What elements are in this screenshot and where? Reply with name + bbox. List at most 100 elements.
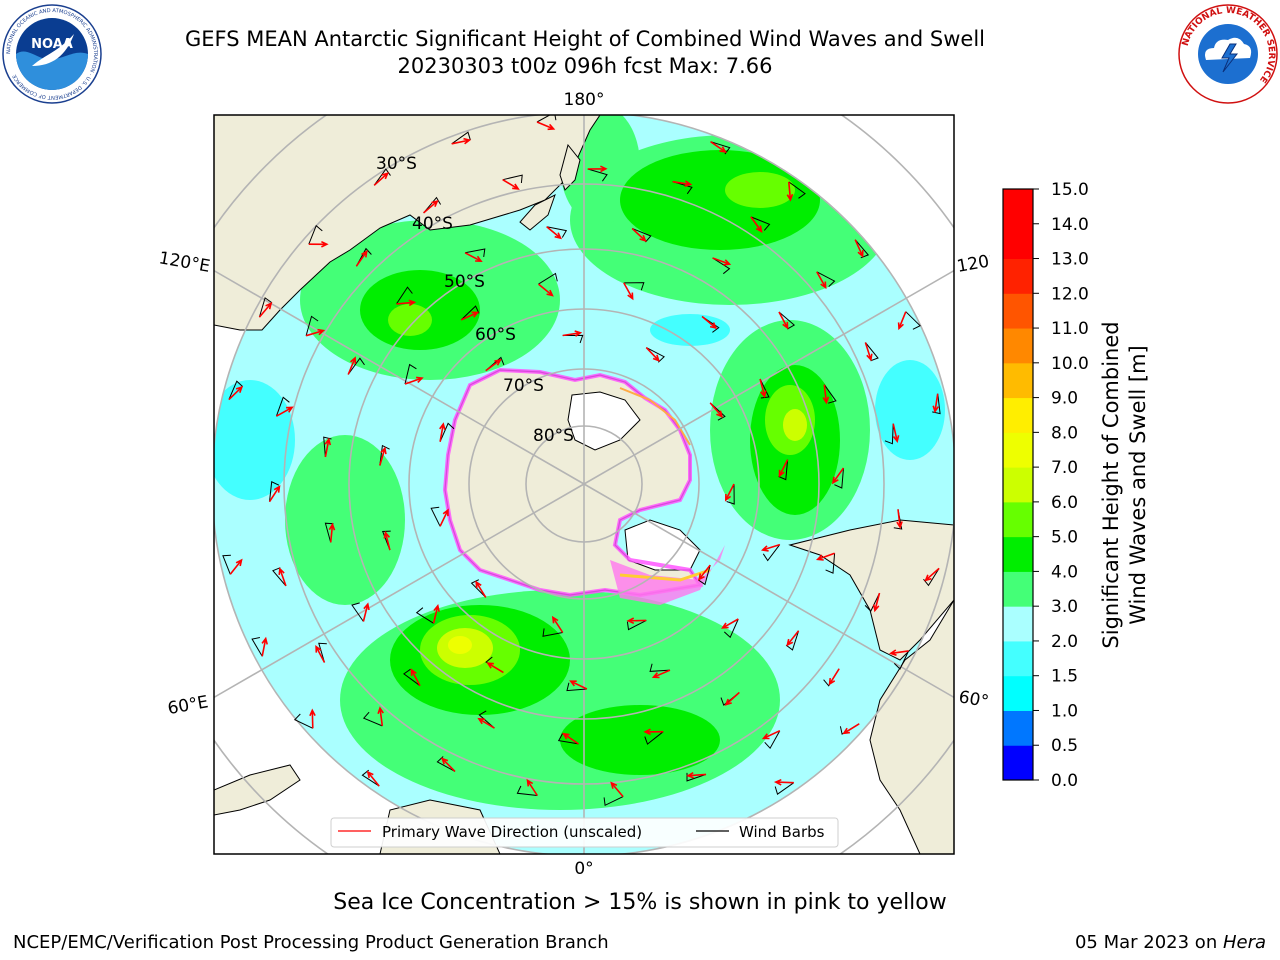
lat-label-60s: 60°S (475, 325, 516, 345)
lon-label-180: 180° (564, 90, 605, 110)
wave-arrow (773, 778, 794, 786)
colorbar-label-line2: Wind Waves and Swell [m] (1126, 345, 1150, 625)
wind-barb (893, 650, 910, 670)
colorbar-tick-label: 0.5 (1051, 736, 1078, 756)
graticule (214, 115, 954, 854)
wave-arrow (750, 216, 763, 234)
wave-arrow (373, 172, 389, 186)
wave-arrow (815, 552, 835, 561)
colorbar-tick-label: 4.0 (1051, 562, 1078, 582)
chart-subtitle: 20230303 t00z 096h fcst Max: 7.66 (397, 54, 773, 78)
wind-barb (538, 272, 558, 285)
colorbar-block (1003, 606, 1033, 642)
colorbar: 0.0 0.5 1.0 1.5 2.0 3.0 4.0 5.0 6.0 7.0 8.0 9.0 10.0… (1002, 180, 1150, 790)
colorbar-block (1003, 293, 1033, 329)
wind-barb (603, 796, 624, 807)
wind-barb (470, 579, 487, 598)
wave-arrow (324, 437, 332, 458)
colorbar-block (1003, 362, 1033, 399)
wind-barb (308, 224, 323, 245)
wave-arrow (229, 558, 243, 575)
wind-barb (623, 282, 645, 291)
wave-arrow (778, 459, 789, 478)
wind-barb (788, 181, 806, 199)
wind-barb (516, 785, 538, 796)
wind-barb (502, 174, 523, 184)
wind-barb (587, 168, 608, 182)
lat-label-30s: 30°S (376, 154, 417, 174)
wave-arrow (569, 680, 588, 690)
wind-barb (430, 506, 441, 527)
colorbar-tick-label: 7.0 (1051, 458, 1078, 478)
wave-arrow (626, 617, 647, 625)
lat-label-50s: 50°S (444, 272, 485, 292)
wind-barb (415, 607, 434, 624)
wave-arrow (377, 706, 384, 727)
wave-arrow (396, 299, 417, 307)
colorbar-block (1003, 640, 1033, 677)
wave-arrow (842, 723, 860, 735)
wave-arrow (502, 179, 520, 190)
wind-barb (905, 311, 921, 330)
wave-arrow (526, 778, 538, 796)
wave-arrow (355, 249, 368, 267)
wave-arrow (441, 757, 456, 772)
wind-barb (710, 141, 731, 155)
wave-arrow (709, 402, 724, 418)
wave-arrow (228, 385, 244, 401)
wind-barb (269, 481, 280, 502)
wave-arrow (460, 311, 480, 321)
wave-arrow (315, 644, 326, 663)
wave-direction-arrows (222, 115, 941, 807)
wave-arrow (562, 330, 583, 337)
wind-barb (823, 384, 837, 404)
wind-barb (672, 181, 693, 195)
wind-barb (362, 711, 383, 727)
colorbar-tick-label: 2.0 (1051, 632, 1078, 652)
wave-arrow (328, 522, 336, 543)
wind-barb (404, 363, 417, 385)
wind-barb (723, 618, 739, 639)
wind-barb (546, 226, 568, 238)
wind-barb (439, 422, 455, 442)
wave-arrow (645, 347, 660, 362)
wind-barb (373, 168, 391, 186)
colorbar-block (1003, 189, 1033, 225)
colorbar-block (1003, 397, 1033, 433)
wind-barb (626, 619, 647, 631)
sea-ice-note: Sea Ice Concentration > 15% is shown in … (333, 890, 947, 915)
wave-arrow (643, 728, 664, 736)
wave-arrow (864, 342, 873, 362)
wave-arrow (432, 604, 440, 624)
wind-barb (361, 769, 380, 787)
wave-arrow (261, 636, 268, 657)
wave-arrow (701, 315, 718, 330)
wind-barb (460, 305, 480, 321)
wave-arrow (724, 691, 740, 706)
colorbar-block (1003, 571, 1033, 607)
colorbar-block (1003, 745, 1033, 781)
wave-arrow (778, 311, 789, 330)
wave-arrow (720, 618, 739, 629)
noaa-logo-icon: NATIONAL OCEANIC AND ATMOSPHERIC ADMINIS… (2, 4, 102, 104)
wind-barb (632, 228, 652, 243)
wind-barb (562, 334, 584, 344)
lat-label-40s: 40°S (412, 214, 453, 234)
wave-arrow (610, 781, 624, 798)
wave-arrow (546, 226, 563, 240)
wind-barb (222, 554, 231, 575)
colorbar-label-line1: Significant Height of Combined (1099, 321, 1123, 648)
wave-arrow (932, 393, 940, 414)
wind-barb (305, 315, 319, 336)
polar-map: 30°S 40°S 50°S 60°S 70°S 80°S Primary Wa… (157, 90, 990, 879)
wind-barb (403, 668, 421, 687)
wave-arrow (924, 567, 940, 582)
wind-barb (228, 380, 244, 400)
wave-arrow (551, 615, 564, 633)
colorbar-tick-label: 5.0 (1051, 528, 1078, 548)
wave-arrow (831, 467, 845, 485)
map-legend: Primary Wave Direction (unscaled) Wind B… (330, 817, 839, 848)
wave-arrow (712, 257, 732, 266)
wind-barb (423, 196, 442, 214)
lon-label-120e: 120°E (157, 248, 211, 277)
